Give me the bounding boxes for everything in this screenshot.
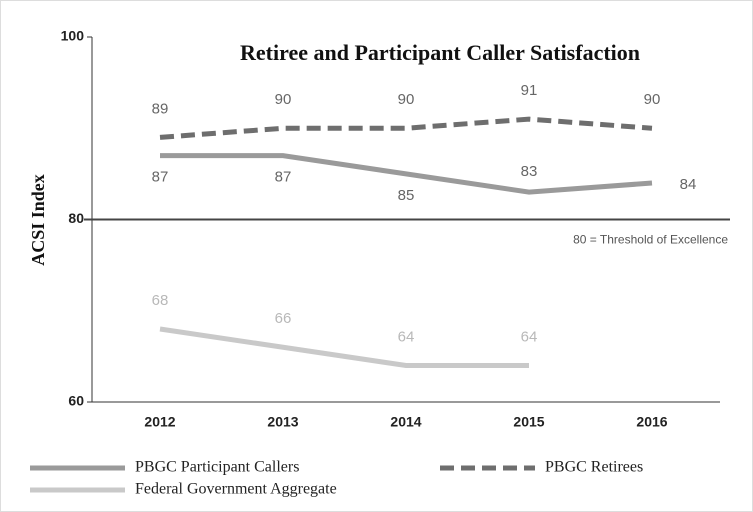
data-label: 89 — [152, 100, 169, 117]
data-label: 90 — [275, 91, 292, 108]
legend-label: PBGC Participant Callers — [135, 459, 299, 476]
series-line — [159, 326, 529, 368]
chart-title: Retiree and Participant Caller Satisfact… — [240, 40, 640, 65]
x-tick-label: 2016 — [636, 414, 667, 430]
x-tick-label: 2013 — [267, 414, 298, 430]
y-tick-label: 100 — [61, 28, 85, 44]
data-label: 68 — [152, 292, 169, 309]
y-axis-label: ACSI Index — [28, 174, 48, 266]
threshold-label: 80 = Threshold of Excellence — [573, 233, 728, 247]
x-tick-label: 2014 — [390, 414, 421, 430]
data-label: 64 — [398, 328, 415, 345]
data-label: 87 — [275, 169, 292, 186]
data-label: 64 — [521, 328, 538, 345]
data-label: 90 — [644, 91, 661, 108]
legend-label: Federal Government Aggregate — [135, 481, 337, 498]
series-line — [159, 116, 653, 140]
data-label: 83 — [521, 163, 538, 180]
series-line — [160, 153, 653, 195]
data-label: 85 — [398, 187, 415, 204]
data-label: 87 — [152, 169, 169, 186]
data-label: 66 — [275, 310, 292, 327]
data-label: 84 — [680, 176, 697, 193]
data-label: 90 — [398, 91, 415, 108]
y-tick-label: 80 — [68, 210, 84, 226]
x-tick-label: 2015 — [513, 414, 544, 430]
legend-label: PBGC Retirees — [545, 459, 643, 476]
data-label: 91 — [521, 82, 538, 99]
y-tick-label: 60 — [68, 393, 84, 409]
x-tick-label: 2012 — [144, 414, 175, 430]
